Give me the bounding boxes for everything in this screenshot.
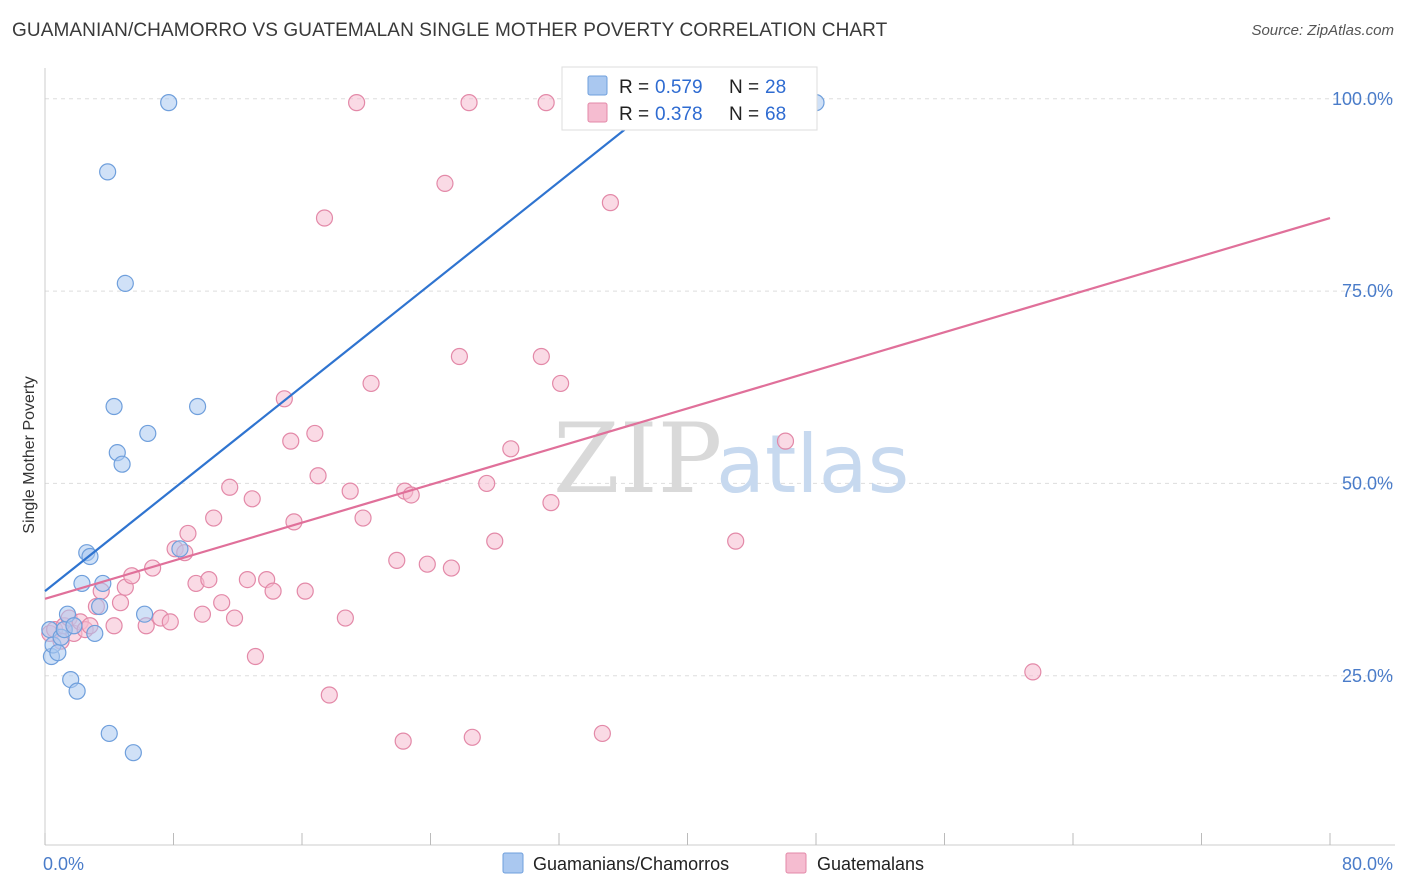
- y-axis-label: Single Mother Poverty: [21, 376, 38, 533]
- guatemalans-point-44: [348, 94, 366, 112]
- guamanians-point-21: [116, 274, 134, 293]
- trendline-guatemalans: [44, 216, 1331, 600]
- y-tick-labels: 25.0% 50.0% 75.0% 100.0%: [1332, 89, 1393, 686]
- guatemalans-point-37: [296, 582, 314, 600]
- guamanians-point-8: [65, 617, 83, 635]
- guatemalans-point-67: [776, 432, 795, 450]
- guatemalans-point-63: [552, 374, 570, 393]
- chart-title: GUAMANIAN/CHAMORRO VS GUATEMALAN SINGLE …: [12, 20, 888, 41]
- guamanians-point-3: [49, 644, 67, 662]
- guatemalans-point-65: [601, 194, 620, 212]
- guatemalans-point-66: [727, 532, 745, 550]
- guamanians-point-20: [113, 455, 131, 473]
- guamanians-point-9: [68, 682, 86, 700]
- guamanians-point-13: [86, 624, 104, 643]
- guatemalans-point-40: [315, 209, 334, 227]
- guatemalans-point-62: [542, 494, 560, 512]
- legend-n-value-1: 28: [765, 77, 786, 98]
- guatemalans-point-42: [336, 609, 354, 627]
- guatemalans-point-64: [593, 724, 611, 743]
- y-tick-label-3: 100.0%: [1332, 89, 1393, 109]
- guatemalans-point-58: [486, 532, 504, 550]
- guatemalans-point-60: [532, 347, 550, 366]
- guatemalans-point-26: [213, 594, 231, 612]
- watermark: ZIP atlas: [553, 403, 909, 515]
- series-legend-swatch-pink: [785, 852, 807, 874]
- guatemalans-point-27: [221, 478, 239, 496]
- gridlines: [45, 98, 1395, 677]
- guatemalans-point-25: [205, 509, 223, 527]
- guatemalans-point-33: [264, 582, 282, 600]
- guatemalans-point-47: [388, 551, 406, 569]
- guatemalans-point-51: [418, 555, 436, 573]
- guatemalans-point-12: [111, 594, 130, 612]
- correlation-legend: R = 0.579 N = 28 R = 0.378 N = 68: [561, 66, 818, 131]
- guatemalans-point-31: [246, 647, 265, 666]
- series-legend-swatch-blue: [502, 852, 524, 874]
- guatemalans-point-46: [362, 374, 380, 393]
- legend-swatch-blue: [587, 75, 608, 96]
- guatemalans-point-30: [243, 490, 261, 508]
- guatemalans-point-45: [354, 509, 372, 527]
- guamanians-point-24: [139, 424, 157, 443]
- x-tick-labels: 0.0% 80.0%: [43, 854, 1393, 874]
- series-legend: Guamanians/Chamorros Guatemalans: [502, 852, 924, 874]
- guatemalans-point-61: [537, 94, 555, 112]
- legend-r-label-1: R =: [619, 77, 649, 98]
- guatemalans-point-54: [450, 347, 469, 366]
- legend-r-label-2: R =: [619, 104, 649, 125]
- guatemalans-point-59: [502, 440, 520, 458]
- guatemalans-point-48: [394, 732, 412, 750]
- guatemalans-point-68: [1024, 663, 1042, 681]
- series-legend-label-pink: Guatemalans: [817, 854, 924, 874]
- guatemalans-point-56: [463, 728, 481, 746]
- y-tick-label-1: 50.0%: [1342, 473, 1393, 493]
- axes: [44, 68, 1395, 846]
- guamanians-point-18: [105, 397, 123, 416]
- watermark-atlas: atlas: [716, 418, 909, 511]
- guatemalans-point-55: [460, 94, 478, 112]
- guamanians-point-22: [124, 744, 142, 762]
- legend-swatch-pink: [587, 102, 608, 123]
- legend-n-label-1: N =: [729, 77, 759, 98]
- guatemalans-point-39: [309, 467, 327, 485]
- watermark-zip: ZIP: [553, 403, 722, 515]
- legend-n-value-2: 68: [765, 104, 786, 125]
- series-legend-label-blue: Guamanians/Chamorros: [533, 854, 729, 874]
- guamanians-point-16: [99, 163, 117, 181]
- guamanians-point-17: [100, 724, 118, 743]
- guatemalans-point-41: [320, 686, 338, 704]
- legend-n-label-2: N =: [729, 104, 759, 125]
- x-tick-label-0: 0.0%: [43, 854, 84, 874]
- guamanians-point-23: [135, 605, 154, 623]
- guatemalans-point-23: [193, 605, 212, 623]
- legend-r-value-2: 0.378: [655, 104, 703, 125]
- guatemalans-point-35: [282, 432, 300, 450]
- guamanians-point-25: [160, 94, 178, 112]
- trendline-guamanians: [44, 97, 665, 592]
- guamanians-point-14: [91, 597, 109, 616]
- trendlines: [44, 97, 1331, 600]
- guatemalans-point-28: [225, 609, 244, 627]
- y-tick-label-2: 75.0%: [1342, 281, 1393, 301]
- guatemalans-point-57: [478, 474, 496, 493]
- guatemalans-point-24: [200, 570, 218, 589]
- source-credit: Source: ZipAtlas.com: [1251, 22, 1394, 39]
- guatemalans-point-29: [238, 570, 256, 589]
- guatemalans-point-11: [105, 617, 123, 635]
- legend-r-value-1: 0.579: [655, 77, 703, 98]
- guatemalans-point-52: [436, 174, 454, 192]
- guatemalans-point-21: [179, 524, 197, 543]
- y-tick-label-0: 25.0%: [1342, 666, 1393, 686]
- guamanians-point-26: [171, 540, 189, 558]
- guatemalans-point-53: [442, 559, 460, 577]
- guamanians-point-27: [188, 397, 207, 416]
- guatemalans-point-18: [161, 613, 179, 631]
- guatemalans-point-43: [341, 482, 359, 500]
- guatemalans-point-38: [306, 424, 324, 443]
- x-tick-label-1: 80.0%: [1342, 854, 1393, 874]
